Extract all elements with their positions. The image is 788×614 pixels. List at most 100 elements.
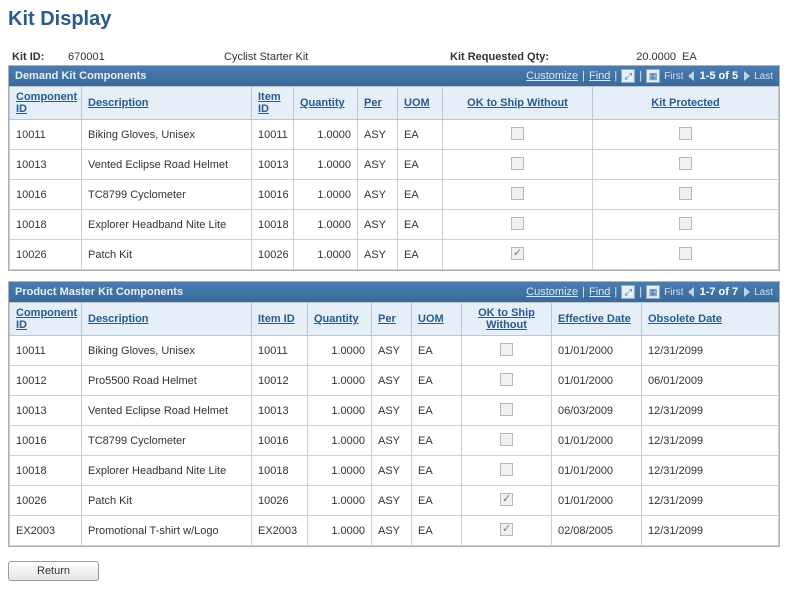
col-obsolete-date[interactable]: Obsolete Date xyxy=(642,303,779,336)
cell-uom: EA xyxy=(398,150,443,180)
customize-link[interactable]: Customize xyxy=(526,70,578,82)
cell-ok-ship xyxy=(462,456,552,486)
nav-range: 1-7 of 7 xyxy=(700,286,739,298)
cell-uom: EA xyxy=(412,486,462,516)
nav-first[interactable]: First xyxy=(664,71,683,82)
cell-ok-ship xyxy=(462,486,552,516)
cell-quantity: 1.0000 xyxy=(308,366,372,396)
col-per[interactable]: Per xyxy=(358,87,398,120)
cell-obsolete-date: 12/31/2099 xyxy=(642,486,779,516)
demand-grid-titlebar: Demand Kit Components Customize | Find |… xyxy=(9,66,779,86)
cell-ok-ship xyxy=(443,150,593,180)
col-per[interactable]: Per xyxy=(372,303,412,336)
table-row: 10011Biking Gloves, Unisex100111.0000ASY… xyxy=(10,120,779,150)
cell-uom: EA xyxy=(398,240,443,270)
cell-obsolete-date: 12/31/2099 xyxy=(642,336,779,366)
separator: | xyxy=(614,70,617,82)
cell-per: ASY xyxy=(372,516,412,546)
nav-next-icon[interactable] xyxy=(744,287,750,297)
table-row: EX2003Promotional T-shirt w/LogoEX20031.… xyxy=(10,516,779,546)
cell-ok-ship xyxy=(443,240,593,270)
cell-description: Patch Kit xyxy=(82,486,252,516)
cell-item-id: 10016 xyxy=(252,426,308,456)
return-button[interactable]: Return xyxy=(8,561,99,581)
cell-kit-protected xyxy=(593,120,779,150)
cell-item-id: 10018 xyxy=(252,456,308,486)
find-link[interactable]: Find xyxy=(589,70,610,82)
col-component-id[interactable]: Component ID xyxy=(10,303,82,336)
zoom-icon[interactable]: ⤢ xyxy=(621,285,635,299)
checkbox-icon xyxy=(500,343,513,356)
cell-description: Vented Eclipse Road Helmet xyxy=(82,396,252,426)
cell-description: TC8799 Cyclometer xyxy=(82,426,252,456)
nav-next-icon[interactable] xyxy=(744,71,750,81)
col-component-id[interactable]: Component ID xyxy=(10,87,82,120)
master-grid: Product Master Kit Components Customize … xyxy=(8,281,780,547)
cell-effective-date: 01/01/2000 xyxy=(552,456,642,486)
cell-effective-date: 01/01/2000 xyxy=(552,426,642,456)
find-link[interactable]: Find xyxy=(589,286,610,298)
col-ok-ship[interactable]: OK to Ship Without xyxy=(443,87,593,120)
cell-description: Explorer Headband Nite Lite xyxy=(82,456,252,486)
cell-per: ASY xyxy=(358,210,398,240)
col-description[interactable]: Description xyxy=(82,87,252,120)
cell-effective-date: 06/03/2009 xyxy=(552,396,642,426)
cell-item-id: 10026 xyxy=(252,240,294,270)
col-kit-protected[interactable]: Kit Protected xyxy=(593,87,779,120)
cell-ok-ship xyxy=(462,396,552,426)
cell-effective-date: 01/01/2000 xyxy=(552,486,642,516)
download-icon[interactable]: ▦ xyxy=(646,285,660,299)
cell-effective-date: 02/08/2005 xyxy=(552,516,642,546)
kit-req-qty: 20.0000 xyxy=(606,51,676,63)
separator: | xyxy=(639,70,642,82)
cell-quantity: 1.0000 xyxy=(294,180,358,210)
cell-obsolete-date: 06/01/2009 xyxy=(642,366,779,396)
checkbox-icon xyxy=(511,187,524,200)
cell-effective-date: 01/01/2000 xyxy=(552,366,642,396)
col-quantity[interactable]: Quantity xyxy=(308,303,372,336)
kit-req-qty-label: Kit Requested Qty: xyxy=(450,51,600,63)
cell-component-id: 10016 xyxy=(10,180,82,210)
col-uom[interactable]: UOM xyxy=(398,87,443,120)
cell-component-id: 10012 xyxy=(10,366,82,396)
col-item-id[interactable]: Item ID xyxy=(252,303,308,336)
cell-uom: EA xyxy=(412,396,462,426)
col-ok-ship[interactable]: OK to Ship Without xyxy=(462,303,552,336)
nav-last[interactable]: Last xyxy=(754,287,773,298)
cell-per: ASY xyxy=(358,150,398,180)
nav-prev-icon[interactable] xyxy=(688,287,694,297)
nav-first[interactable]: First xyxy=(664,287,683,298)
zoom-icon[interactable]: ⤢ xyxy=(621,69,635,83)
checkbox-icon xyxy=(500,493,513,506)
cell-component-id: 10013 xyxy=(10,396,82,426)
cell-uom: EA xyxy=(398,180,443,210)
customize-link[interactable]: Customize xyxy=(526,286,578,298)
cell-uom: EA xyxy=(398,210,443,240)
cell-component-id: 10018 xyxy=(10,210,82,240)
col-item-id[interactable]: Item ID xyxy=(252,87,294,120)
checkbox-icon xyxy=(679,127,692,140)
cell-per: ASY xyxy=(372,396,412,426)
checkbox-icon xyxy=(500,373,513,386)
col-quantity[interactable]: Quantity xyxy=(294,87,358,120)
cell-component-id: 10011 xyxy=(10,120,82,150)
separator: | xyxy=(639,286,642,298)
nav-last[interactable]: Last xyxy=(754,71,773,82)
checkbox-icon xyxy=(679,157,692,170)
cell-component-id: 10018 xyxy=(10,456,82,486)
download-icon[interactable]: ▦ xyxy=(646,69,660,83)
col-description[interactable]: Description xyxy=(82,303,252,336)
cell-item-id: 10011 xyxy=(252,336,308,366)
cell-quantity: 1.0000 xyxy=(308,456,372,486)
cell-component-id: 10013 xyxy=(10,150,82,180)
page-title: Kit Display xyxy=(8,8,780,31)
cell-component-id: 10011 xyxy=(10,336,82,366)
checkbox-icon xyxy=(511,157,524,170)
master-grid-titlebar: Product Master Kit Components Customize … xyxy=(9,282,779,302)
col-effective-date[interactable]: Effective Date xyxy=(552,303,642,336)
table-row: 10012Pro5500 Road Helmet100121.0000ASYEA… xyxy=(10,366,779,396)
nav-prev-icon[interactable] xyxy=(688,71,694,81)
cell-quantity: 1.0000 xyxy=(308,426,372,456)
cell-uom: EA xyxy=(412,426,462,456)
col-uom[interactable]: UOM xyxy=(412,303,462,336)
